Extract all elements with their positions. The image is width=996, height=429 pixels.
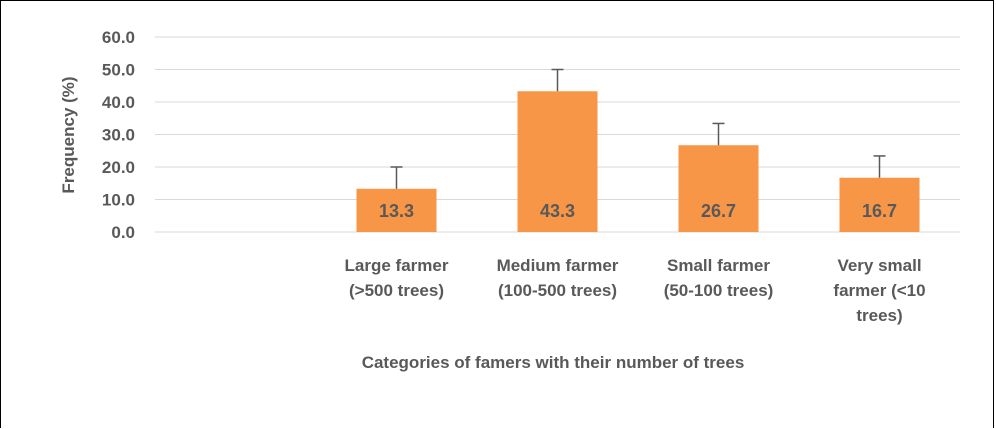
y-tick-label: 60.0 (102, 28, 135, 47)
data-label: 26.7 (701, 201, 736, 221)
x-tick-label: (>500 trees) (349, 281, 444, 300)
bar (839, 177, 920, 232)
x-tick-label: farmer (<10 (833, 281, 925, 300)
bar (517, 91, 598, 233)
y-tick-label: 20.0 (102, 158, 135, 177)
y-tick-label: 10.0 (102, 191, 135, 210)
x-tick-label: trees) (856, 306, 902, 325)
x-tick-label: Large farmer (345, 256, 449, 275)
x-axis-categories: Large farmer (>500 trees) Medium farmer (10… (345, 256, 926, 325)
y-axis-ticks: 0.0 10.0 20.0 30.0 40.0 50.0 60.0 (102, 28, 135, 242)
y-tick-label: 30.0 (102, 126, 135, 145)
bars: 13.3 43.3 26.7 16.7 (356, 68, 920, 233)
x-axis-label: Categories of famers with their number o… (362, 353, 745, 372)
x-tick-label: (100-500 trees) (498, 281, 617, 300)
y-tick-label: 0.0 (111, 223, 135, 242)
x-tick-label: Medium farmer (497, 256, 619, 275)
y-axis-label: Frequency (%) (59, 76, 78, 193)
y-tick-label: 40.0 (102, 93, 135, 112)
x-tick-label: (50-100 trees) (664, 281, 774, 300)
x-tick-label: Small farmer (667, 256, 770, 275)
bar (356, 188, 437, 232)
bar (678, 145, 759, 232)
data-label: 43.3 (540, 201, 575, 221)
data-label: 16.7 (862, 201, 897, 221)
y-tick-label: 50.0 (102, 61, 135, 80)
x-tick-label: Very small (837, 256, 921, 275)
data-label: 13.3 (379, 201, 414, 221)
